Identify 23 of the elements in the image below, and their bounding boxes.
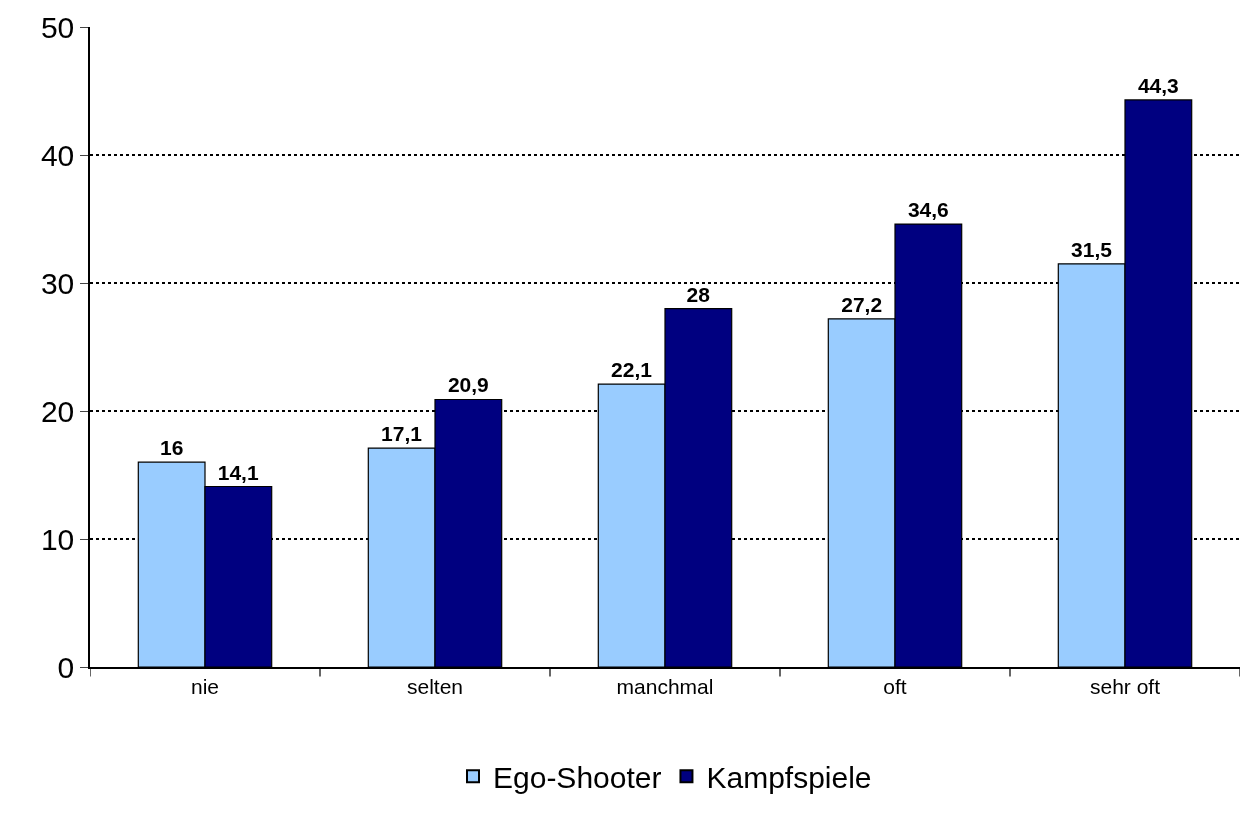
data-label: 31,5	[1071, 237, 1113, 261]
data-label: 16	[159, 436, 184, 460]
x-tick-label: selten	[406, 674, 464, 698]
legend-label: Ego-Shooter	[493, 760, 662, 794]
y-tick-label: 0	[57, 650, 75, 684]
data-label: 22,1	[611, 358, 653, 382]
y-tick-label: 40	[40, 138, 75, 172]
x-tick-label: sehr oft	[1089, 674, 1161, 698]
data-label: 17,1	[381, 422, 423, 446]
y-tick-label: 30	[40, 266, 75, 300]
x-tick-label: oft	[883, 674, 907, 698]
y-tick-label: 10	[40, 522, 75, 556]
data-label: 44,3	[1137, 73, 1179, 97]
y-tick-label: 20	[40, 394, 75, 428]
data-label: 20,9	[447, 373, 489, 397]
x-tick-label: nie	[190, 674, 220, 698]
data-label: 14,1	[217, 460, 259, 484]
x-tick-label: manchmal	[616, 674, 714, 698]
data-label: 28	[686, 282, 711, 306]
y-tick-label: 50	[40, 10, 75, 44]
data-label: 34,6	[907, 198, 949, 222]
data-label: 27,2	[841, 292, 883, 316]
legend-label: Kampfspiele	[706, 760, 872, 794]
